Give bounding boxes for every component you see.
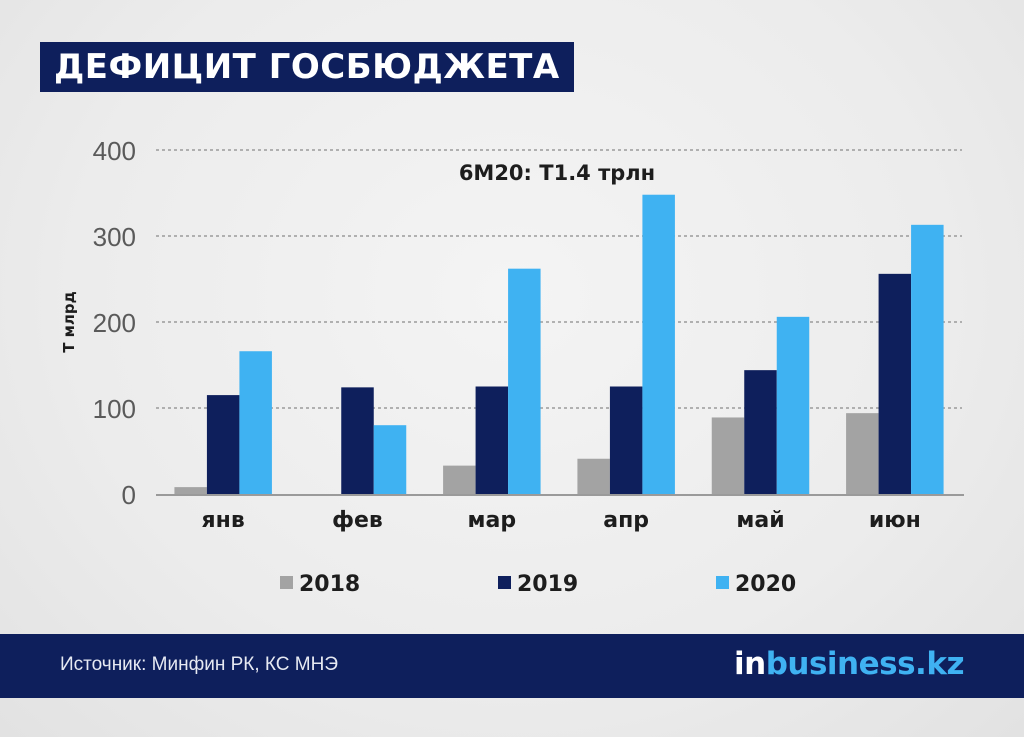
x-tick-label: янв <box>202 508 245 533</box>
bar-2018-июн <box>846 413 879 494</box>
legend-swatch-2020 <box>716 576 729 589</box>
bar-2020-июн <box>911 224 944 494</box>
bar-2020-янв <box>239 351 272 494</box>
legend: 2018 2019 2020 <box>280 572 796 597</box>
y-tick-label: 400 <box>93 136 136 166</box>
logo-prefix: in <box>734 646 766 682</box>
x-tick-label: май <box>736 508 784 533</box>
y-axis-label: Т млрд <box>60 291 78 353</box>
bar-2018-янв <box>174 487 207 494</box>
bar-2019-фев <box>341 387 374 494</box>
bar-2019-янв <box>206 395 240 494</box>
bar-2018-апр <box>577 458 610 494</box>
legend-label-2019: 2019 <box>517 572 578 597</box>
legend-label-2018: 2018 <box>299 572 360 597</box>
bar-2020-апр <box>642 194 675 494</box>
bar-2019-апр <box>609 386 643 494</box>
footer: Источник: Минфин РК, КС МНЭ inbusiness.k… <box>0 634 1024 698</box>
x-axis-ticks: янв фев мар апр май июн <box>202 508 921 533</box>
bars <box>174 194 944 494</box>
brand-logo[interactable]: inbusiness.kz <box>734 646 964 682</box>
x-tick-label: фев <box>332 508 383 533</box>
source-text: Источник: Минфин РК, КС МНЭ <box>60 654 338 675</box>
x-tick-label: апр <box>603 508 649 533</box>
bar-2020-мар <box>508 268 541 494</box>
bar-2019-мар <box>475 386 509 494</box>
bar-2019-июн <box>878 273 912 494</box>
bar-2019-май <box>744 370 777 494</box>
x-tick-label: июн <box>869 508 921 533</box>
bar-2020-май <box>776 316 810 494</box>
legend-swatch-2019 <box>498 576 511 589</box>
page-title: ДЕФИЦИТ ГОСБЮДЖЕТА <box>40 42 574 92</box>
y-tick-label: 100 <box>93 394 136 424</box>
y-tick-label: 300 <box>93 222 136 252</box>
bar-2020-фев <box>373 425 407 494</box>
logo-rest: business.kz <box>765 646 965 682</box>
x-tick-label: мар <box>468 508 517 533</box>
chart-annotation: 6М20: Т1.4 трлн <box>459 161 655 185</box>
bar-2018-май <box>711 417 745 494</box>
bar-2018-мар <box>443 465 476 494</box>
y-tick-label: 200 <box>93 308 136 338</box>
grid-lines <box>156 149 962 409</box>
legend-label-2020: 2020 <box>735 572 796 597</box>
y-tick-label: 0 <box>122 480 136 510</box>
legend-swatch-2018 <box>280 576 293 589</box>
y-axis-ticks: 0 100 200 300 400 <box>93 136 136 510</box>
